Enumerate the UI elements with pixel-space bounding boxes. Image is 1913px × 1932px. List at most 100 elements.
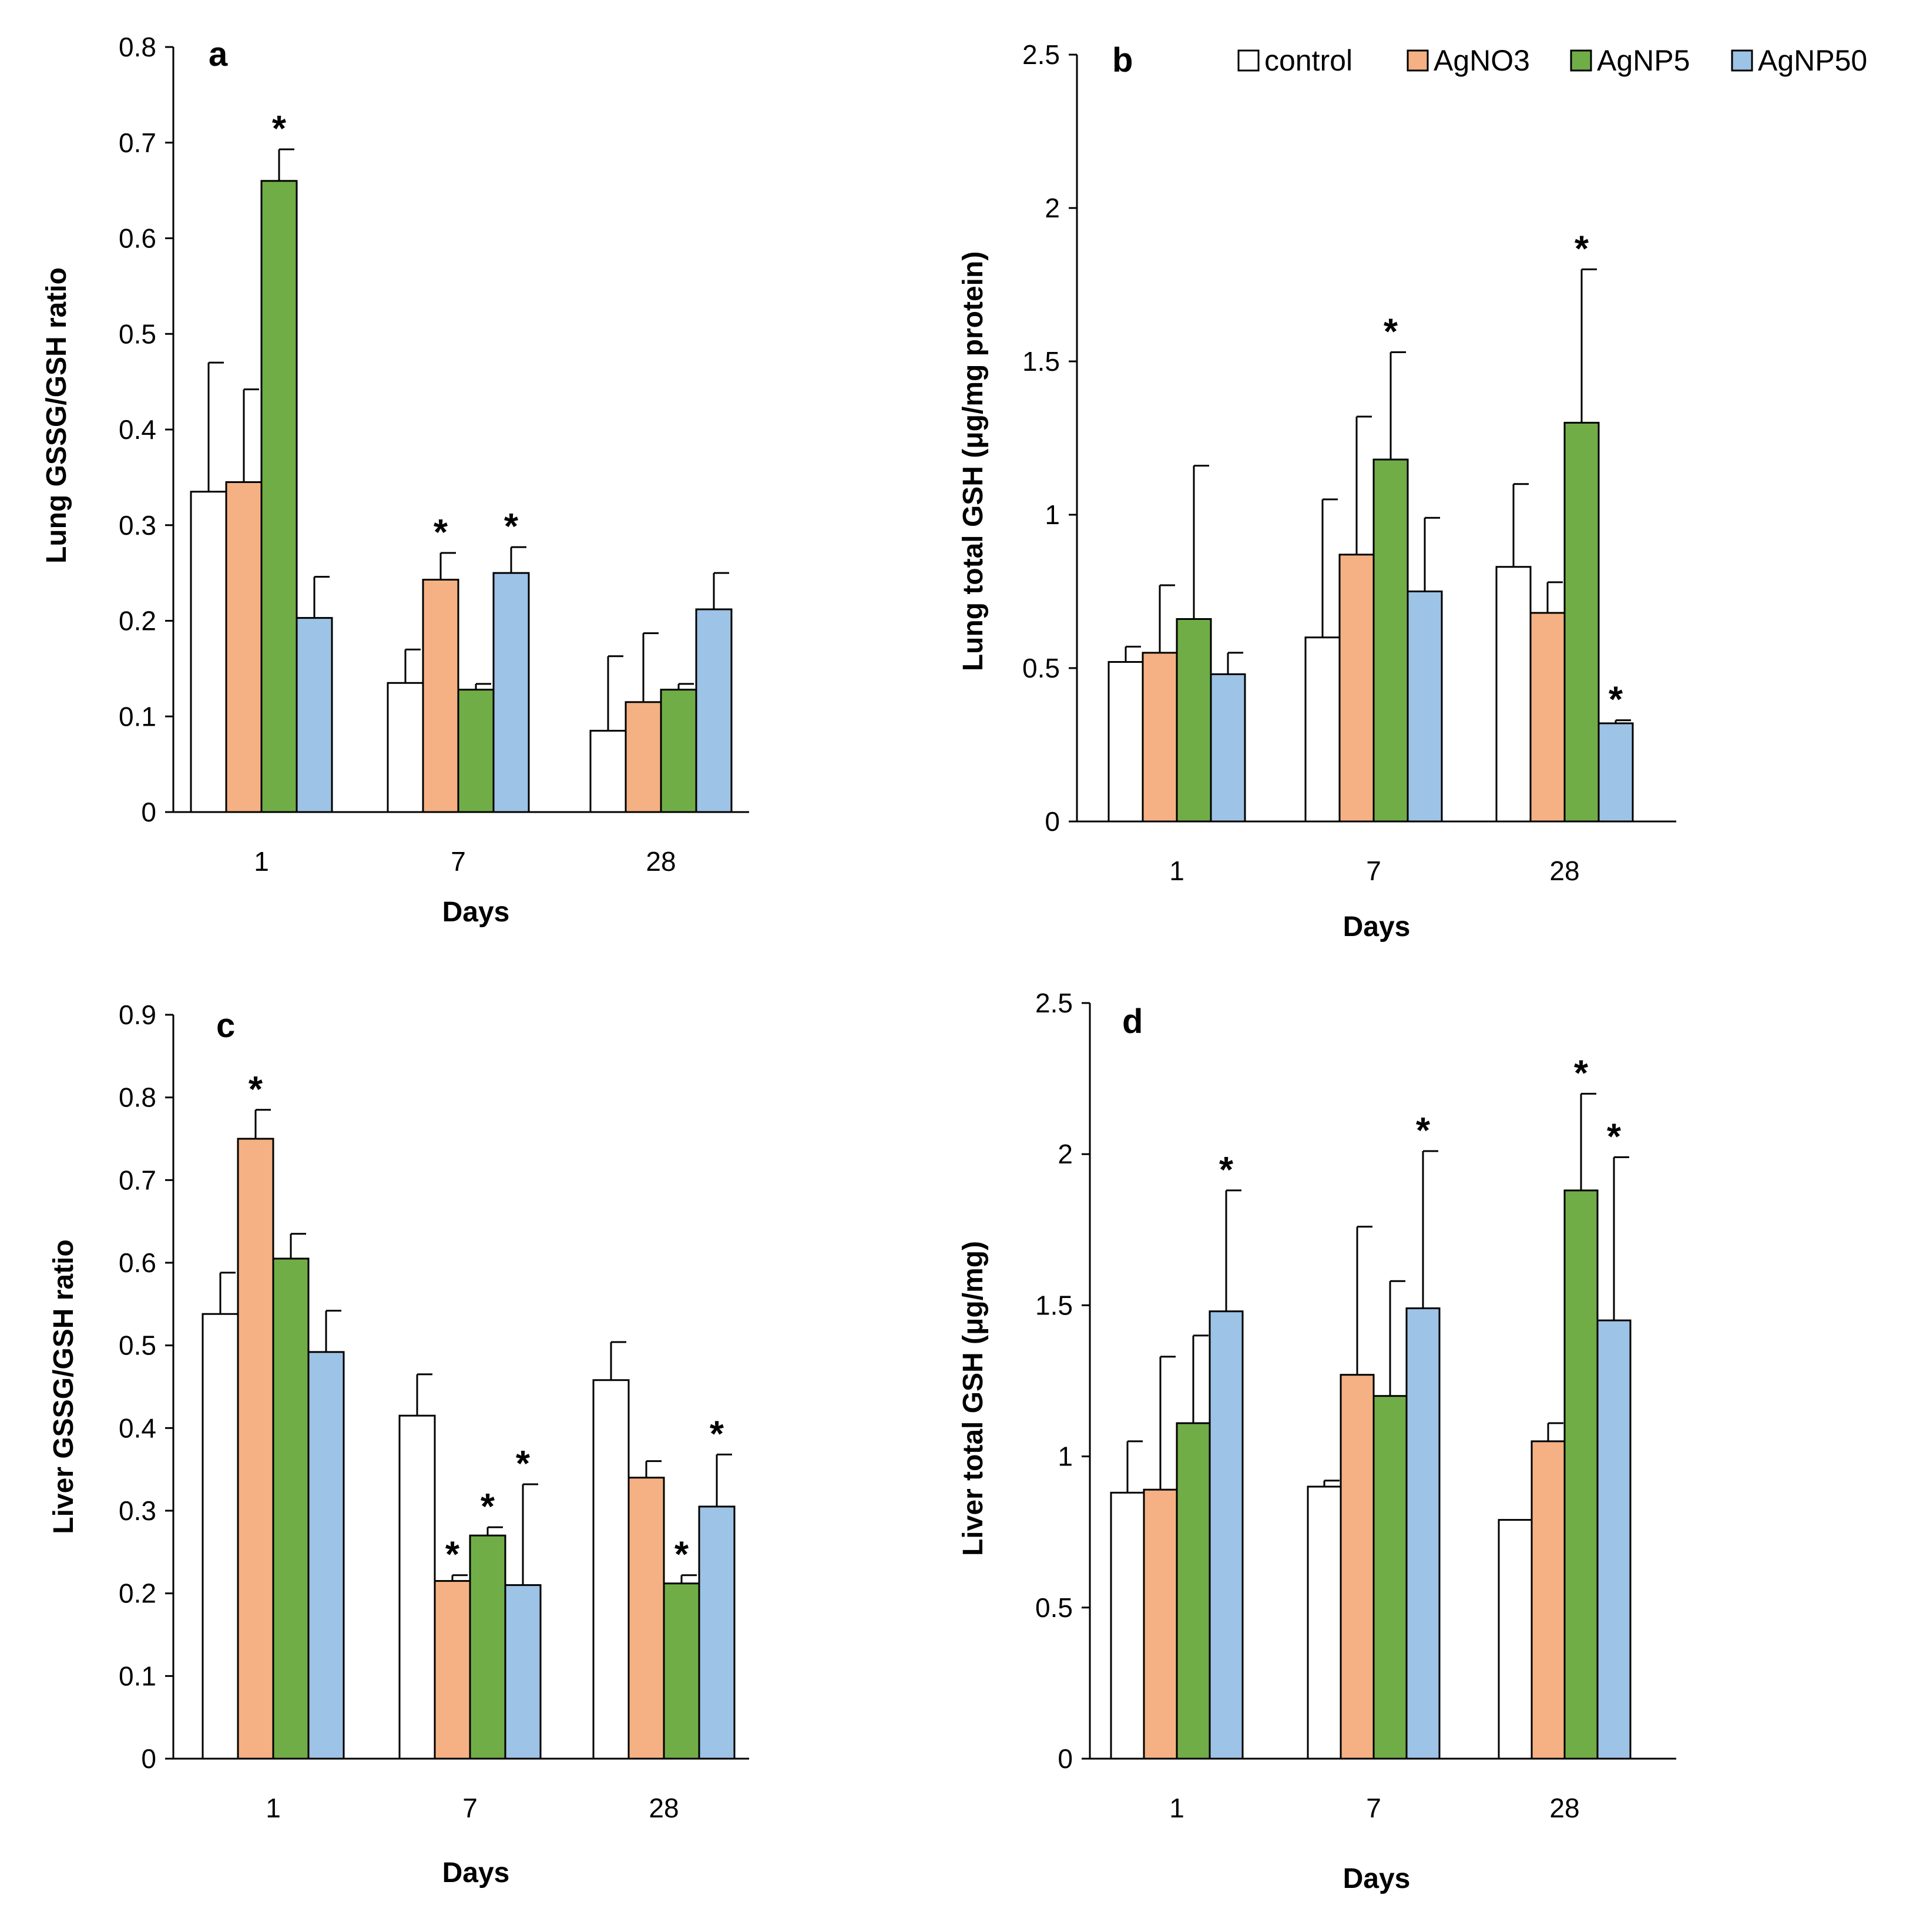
x-axis-title-c: Days — [442, 1857, 510, 1889]
significance-star: * — [249, 1069, 263, 1110]
y-tick-label: 1.5 — [1022, 346, 1060, 377]
y-tick-label: 0.5 — [119, 318, 156, 349]
y-tick-label: 0.8 — [119, 1082, 156, 1113]
bar-agno3 — [434, 1580, 471, 1760]
bar-agnp5 — [469, 1534, 506, 1760]
y-tick-label: 0.6 — [119, 1247, 156, 1278]
significance-star: * — [272, 109, 287, 149]
bar-control — [190, 491, 227, 813]
legend-label-agnp50: AgNP50 — [1758, 44, 1867, 77]
bar-agnp50 — [1597, 722, 1634, 823]
x-tick-label: 1 — [266, 1793, 281, 1823]
y-tick-label: 0.3 — [119, 1495, 156, 1526]
legend-item-agnp5: AgNP5 — [1570, 44, 1690, 77]
legend-item-agnp50: AgNP50 — [1731, 44, 1867, 77]
y-axis-title-a: Lung GSSG/GSH ratio — [41, 267, 72, 564]
bar-agnp50 — [1596, 1319, 1632, 1760]
x-tick-label: 1 — [1169, 856, 1184, 886]
bar-control — [589, 730, 627, 813]
panel-letter-d: d — [1122, 1002, 1143, 1041]
bar-agno3 — [1142, 652, 1178, 823]
significance-star: * — [674, 1535, 689, 1575]
panel-c: c Liver GSSG/GSH ratio Days 0 0.1 0.2 0.3 0.… — [48, 999, 749, 1889]
significance-star: * — [1574, 1053, 1589, 1094]
y-tick-label: 1 — [1058, 1441, 1073, 1472]
y-tick-label: 0 — [141, 1743, 156, 1774]
bar-agnp50 — [492, 572, 530, 813]
bar-agno3 — [225, 481, 263, 813]
x-axis-title-d: Days — [1343, 1863, 1411, 1894]
significance-star: * — [1575, 229, 1589, 269]
panel-letter-a: a — [209, 35, 228, 73]
bar-control — [1307, 1485, 1342, 1760]
x-tick-label: 1 — [1169, 1793, 1184, 1823]
y-tick-label: 0.2 — [119, 1578, 156, 1609]
significance-star: * — [1219, 1150, 1234, 1190]
y-tick-label: 0 — [141, 797, 156, 827]
significance-star: * — [1607, 1116, 1622, 1157]
x-tick-label: 7 — [1366, 856, 1381, 886]
bar-agnp50 — [695, 608, 733, 813]
bar-agnp5 — [260, 180, 298, 813]
y-tick-label: 0.1 — [119, 1661, 156, 1691]
panel-letter-b: b — [1112, 41, 1133, 79]
bar-agno3 — [1531, 1440, 1566, 1760]
bar-control — [398, 1414, 436, 1760]
y-axis-title-c: Liver GSSG/GSH ratio — [48, 1239, 79, 1534]
significance-star: * — [445, 1535, 460, 1575]
bar-control — [1495, 566, 1532, 823]
bar-agnp5 — [1563, 421, 1600, 823]
significance-star: * — [434, 512, 448, 553]
legend: control AgNO3 AgNP5 AgNP50 — [1237, 44, 1867, 77]
bar-agno3 — [1143, 1488, 1178, 1760]
significance-star: * — [710, 1414, 724, 1454]
bar-agnp50 — [1209, 1310, 1244, 1760]
y-tick-label: 0.7 — [119, 1165, 156, 1195]
x-tick-label: 7 — [462, 1793, 478, 1823]
x-tick-label: 28 — [646, 846, 676, 877]
bar-agnp5 — [1176, 1422, 1211, 1760]
y-tick-label: 0.9 — [119, 999, 156, 1030]
y-tick-label: 0.5 — [119, 1330, 156, 1361]
y-tick-label: 0.5 — [1035, 1592, 1073, 1623]
bar-agnp50 — [504, 1584, 542, 1760]
y-tick-label: 0.2 — [119, 606, 156, 636]
bar-control — [1110, 1491, 1145, 1760]
y-tick-label: 1.5 — [1035, 1290, 1073, 1320]
significance-star: * — [1609, 680, 1623, 720]
panel-letter-c: c — [216, 1007, 235, 1045]
bar-control — [592, 1379, 630, 1760]
x-tick-label: 1 — [254, 846, 269, 877]
bar-agnp50 — [698, 1505, 736, 1760]
bar-agno3 — [237, 1138, 274, 1760]
x-tick-label: 28 — [1549, 1793, 1579, 1823]
bar-agnp5 — [1372, 458, 1409, 823]
y-tick-label: 0.4 — [119, 414, 156, 445]
legend-item-agno3: AgNO3 — [1407, 44, 1530, 77]
y-tick-label: 0 — [1058, 1743, 1073, 1774]
significance-star: * — [516, 1444, 531, 1484]
y-tick-label: 0.5 — [1022, 653, 1060, 683]
y-tick-label: 2 — [1058, 1139, 1073, 1169]
bar-agnp5 — [457, 689, 495, 813]
x-tick-label: 28 — [649, 1793, 679, 1823]
y-tick-label: 0.1 — [119, 701, 156, 732]
y-axis-title-d: Liver total GSH (μg/mg) — [958, 1241, 989, 1556]
bar-agno3 — [422, 579, 459, 813]
y-tick-label: 2 — [1045, 193, 1060, 223]
significance-star: * — [504, 507, 519, 547]
y-tick-label: 0 — [1045, 806, 1060, 837]
bar-agnp50 — [296, 617, 333, 813]
significance-star: * — [1416, 1111, 1431, 1151]
legend-swatch-control — [1237, 49, 1260, 72]
legend-swatch-agnp5 — [1570, 49, 1592, 72]
x-axis-title-a: Days — [442, 897, 510, 928]
bar-agnp50 — [307, 1351, 345, 1760]
bar-control — [387, 682, 424, 813]
legend-swatch-agno3 — [1407, 49, 1429, 72]
bar-agno3 — [1338, 554, 1375, 823]
y-tick-label: 0.4 — [119, 1413, 156, 1443]
y-tick-label: 0.3 — [119, 510, 156, 541]
bar-agnp5 — [1563, 1189, 1599, 1760]
